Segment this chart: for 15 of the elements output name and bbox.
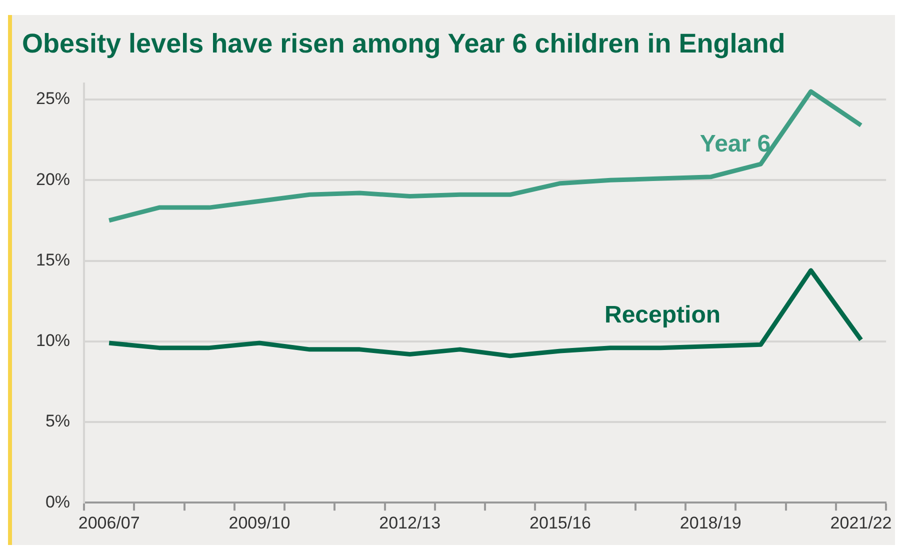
x-tick-label: 2006/07 <box>78 513 140 532</box>
x-tick-label: 2015/16 <box>530 513 591 532</box>
x-tick-label: 2018/19 <box>680 513 742 532</box>
x-tick-label: 2021/22 <box>830 513 892 532</box>
series-label: Year 6 <box>700 130 771 158</box>
series-label: Reception <box>604 301 721 328</box>
x-tick-label: 2009/10 <box>228 513 290 532</box>
y-tick-label: 5% <box>45 412 70 431</box>
y-tick-label: 10% <box>36 331 70 350</box>
x-tick-label: 2012/13 <box>379 513 441 532</box>
y-tick-label: 25% <box>36 89 70 108</box>
y-tick-label: 20% <box>36 170 70 189</box>
chart-title: Obesity levels have risen among Year 6 children in England <box>22 28 786 59</box>
y-tick-label: 0% <box>45 492 70 512</box>
y-tick-label: 15% <box>36 250 70 270</box>
